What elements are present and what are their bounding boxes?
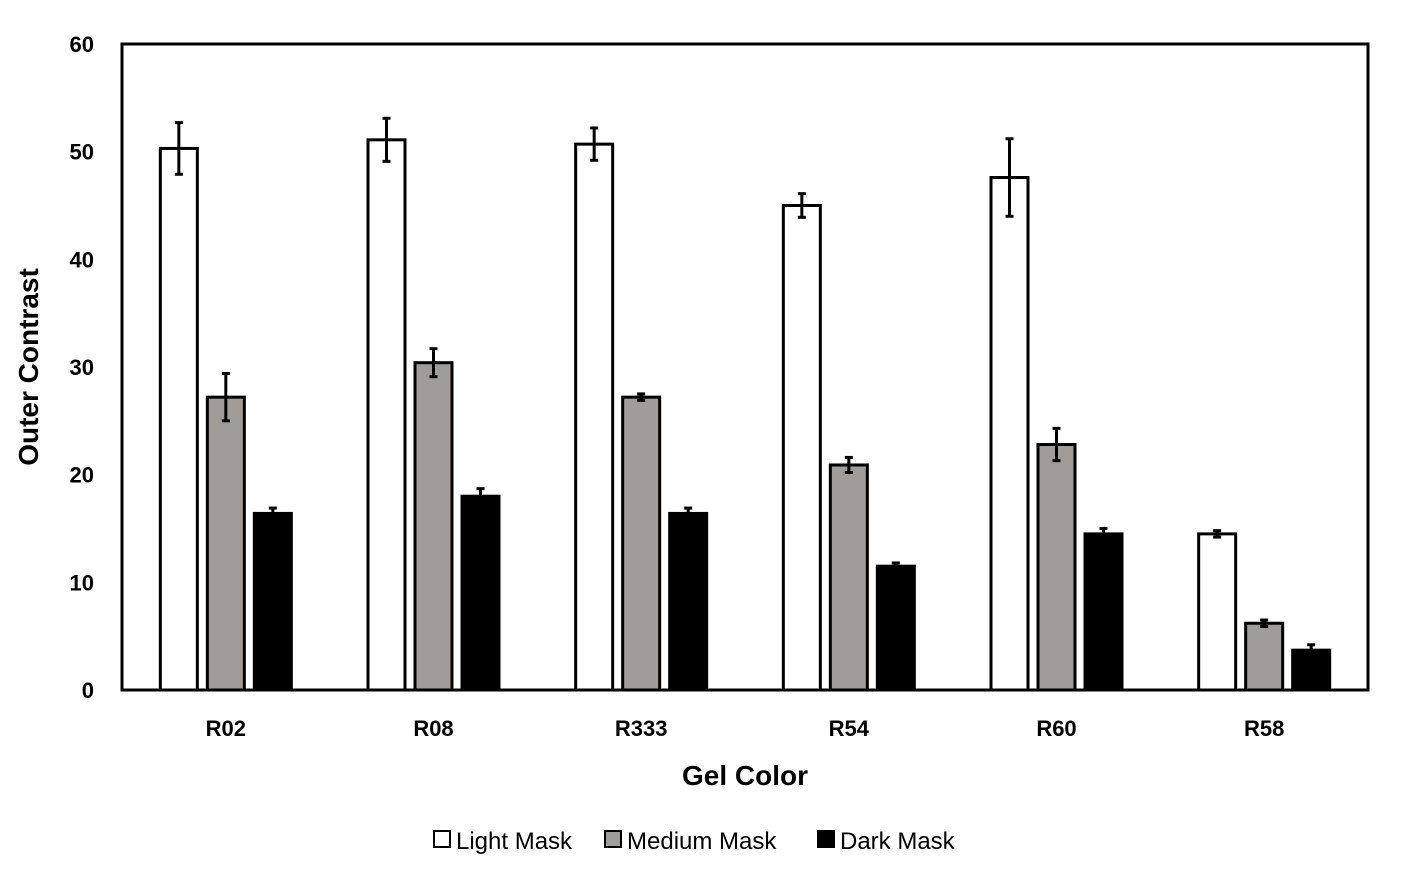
x-tick-label: R02 <box>206 716 246 741</box>
x-tick-label: R58 <box>1244 716 1284 741</box>
bar-dark-mask-r333 <box>668 511 709 692</box>
bar-light-mask-r54 <box>781 204 822 692</box>
bar-light-mask-r58 <box>1197 532 1238 692</box>
x-tick-label: R54 <box>829 716 870 741</box>
error-bar <box>1005 137 1014 218</box>
error-bar <box>844 455 853 475</box>
bar-light-mask-r08 <box>366 138 407 692</box>
y-tick-label: 60 <box>70 32 94 57</box>
plot-area-frame <box>120 42 1370 692</box>
legend-label: Light Mask <box>456 828 573 855</box>
legend-label: Medium Mask <box>627 828 777 855</box>
bar-light-mask-r333 <box>574 142 615 692</box>
y-tick-label: 0 <box>82 678 94 703</box>
bar-dark-mask-r54 <box>875 564 916 692</box>
error-bar <box>797 192 806 219</box>
error-bar <box>174 121 183 176</box>
error-bar <box>684 506 693 521</box>
bar-light-mask-r60 <box>989 176 1030 692</box>
bar-medium-mask-r08 <box>413 361 454 692</box>
error-bar <box>429 347 438 379</box>
y-axis-title: Outer Contrast <box>13 268 44 466</box>
bar-light-mask-r02 <box>158 146 199 692</box>
legend-swatch <box>433 830 451 848</box>
error-bar <box>268 506 277 521</box>
bar-medium-mask-r02 <box>205 395 246 692</box>
error-bar <box>1260 618 1269 628</box>
y-tick-label: 20 <box>70 463 94 488</box>
error-bar <box>1052 426 1061 463</box>
error-bar <box>382 116 391 163</box>
error-bar <box>1307 643 1316 658</box>
x-axis-title: Gel Color <box>682 760 808 791</box>
bars-layer <box>158 138 1332 692</box>
error-bar <box>590 126 599 162</box>
bar-medium-mask-r58 <box>1244 621 1285 692</box>
x-tick-label: R333 <box>615 716 668 741</box>
bar-dark-mask-r02 <box>252 511 293 692</box>
error-bars-layer <box>174 116 1316 658</box>
bar-medium-mask-r333 <box>621 395 662 692</box>
y-tick-label: 30 <box>70 355 94 380</box>
legend-swatch <box>604 830 622 848</box>
x-tick-label: R08 <box>413 716 453 741</box>
error-bar <box>1213 529 1222 539</box>
error-bar <box>221 371 230 423</box>
legend: Light Mask Medium Mask Dark Mask <box>433 828 956 855</box>
error-bar <box>637 392 646 402</box>
legend-item-medium-mask: Medium Mask <box>604 828 777 855</box>
y-tick-label: 40 <box>70 247 94 272</box>
bar-medium-mask-r54 <box>828 463 869 692</box>
legend-item-dark-mask: Dark Mask <box>817 828 956 855</box>
legend-swatch <box>817 830 835 848</box>
error-bar <box>891 561 900 571</box>
bar-dark-mask-r60 <box>1083 532 1124 692</box>
bar-medium-mask-r60 <box>1036 443 1077 692</box>
error-bar <box>1099 527 1108 541</box>
legend-label: Dark Mask <box>840 828 956 855</box>
y-axis-ticks: 0 10 20 30 40 50 60 <box>70 32 94 703</box>
x-axis-ticks: R02 R08 R333 R54 R60 R58 <box>206 716 1285 741</box>
bar-dark-mask-r08 <box>460 494 501 692</box>
error-bar <box>476 487 485 506</box>
y-tick-label: 50 <box>70 140 94 165</box>
y-tick-label: 10 <box>70 570 94 595</box>
legend-item-light-mask: Light Mask <box>433 828 573 855</box>
x-tick-label: R60 <box>1036 716 1076 741</box>
